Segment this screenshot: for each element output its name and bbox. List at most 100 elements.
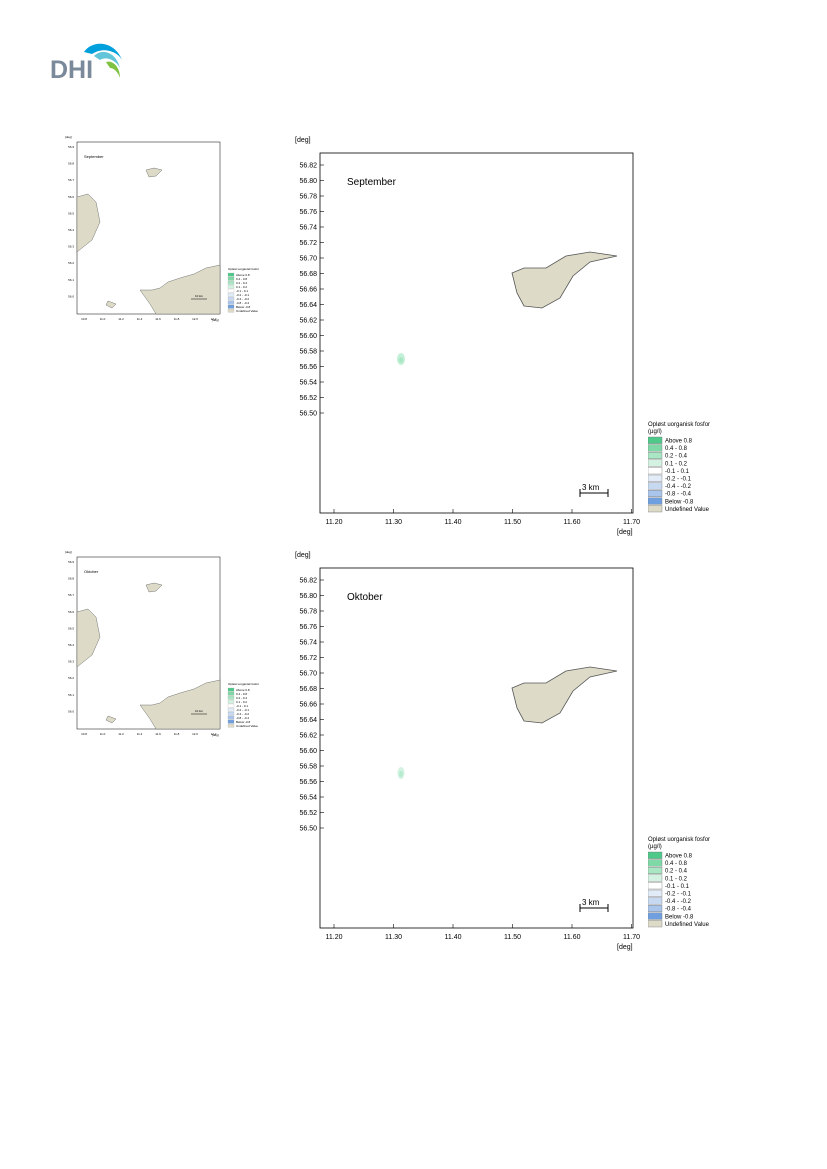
x-tick-label: 11.40: [445, 519, 462, 526]
legend-item-label: -0.4 - -0.2: [665, 899, 692, 905]
overview-legend-swatch: [227, 272, 235, 277]
x-tick-label: 11.50: [504, 934, 521, 941]
plume-core: [399, 771, 403, 777]
legend-item-label: 0.2 - 0.4: [665, 454, 688, 460]
y-tick-label: 56.54: [299, 795, 317, 802]
logo-text: DHI: [50, 56, 94, 84]
overview-x-tick-label: 10.8: [81, 317, 87, 321]
overview-x-tick-label: 11.2: [118, 317, 124, 321]
overview-month-label: September: [84, 154, 104, 159]
x-ticks: 11.20 11.30 11.40 11.50 11.60 11.70: [326, 924, 640, 941]
overview-x-ticks: 10.8 11.0 11.2 11.4 11.6 11.8 12.0 12.2: [81, 732, 217, 736]
x-tick-label: 11.20: [326, 934, 343, 941]
overview-x-tick-label: 11.6: [155, 732, 161, 736]
legend-item-label: 0.1 - 0.2: [665, 876, 688, 882]
legend-swatch: [648, 851, 663, 859]
svg-text:3 km: 3 km: [582, 898, 600, 907]
overview-legend-swatch: [227, 699, 235, 704]
scale-bar: 3 km: [579, 483, 609, 497]
overview-legend-item-label: -0.1 - 0.1: [236, 704, 248, 708]
overview-legend: Opløst uorganisk fosfor Above 0.80.4 - 0.…: [227, 267, 259, 313]
y-tick-label: 56.82: [299, 163, 317, 170]
overview-legend-swatch: [227, 288, 235, 293]
overview-legend-swatch: [227, 292, 235, 297]
map-frame: [319, 152, 634, 514]
overview-land-island: [145, 582, 163, 593]
overview-x-tick-label: 11.6: [155, 317, 161, 321]
overview-x-tick-label: 12.2: [211, 732, 217, 736]
legend-swatch: [648, 489, 663, 497]
overview-legend-title: Opløst uorganisk fosfor: [228, 267, 259, 271]
overview-legend-item-label: -0.1 - 0.1: [236, 289, 248, 293]
axis-unit-top: [deg]: [295, 552, 311, 559]
y-tick-label: 56.72: [299, 240, 317, 247]
axis-unit-top: [deg]: [295, 137, 311, 144]
overview-legend-swatch: [227, 715, 235, 720]
y-tick-label: 56.76: [299, 209, 317, 216]
overview-land-south: [139, 679, 221, 730]
overview-y-tick-label: 56.0: [68, 294, 74, 298]
overview-legend-swatch: [227, 711, 235, 716]
overview-legend-swatch: [227, 276, 235, 281]
x-tick-label: 11.20: [326, 519, 343, 526]
overview-legend-item-label: Above 0.8: [236, 688, 250, 692]
y-tick-label: 56.68: [299, 271, 317, 278]
overview-x-ticks: 10.8 11.0 11.2 11.4 11.6 11.8 12.0 12.2: [81, 317, 217, 321]
overview-land-west: [76, 193, 101, 253]
x-tick-label: 11.40: [445, 934, 462, 941]
overview-y-tick-label: 56.1: [68, 278, 74, 282]
overview-x-tick-label: 12.2: [211, 317, 217, 321]
legend-swatch: [648, 459, 663, 467]
overview-y-tick-label: 56.7: [68, 593, 74, 597]
overview-y-tick-label: 56.0: [68, 709, 74, 713]
x-tick-label: 11.60: [564, 519, 581, 526]
legend-swatch: [648, 444, 663, 452]
legend-item-label: 0.4 - 0.8: [665, 861, 688, 867]
legend-swatch: [648, 882, 663, 890]
legend-item-label: -0.2 - -0.1: [665, 477, 692, 483]
overview-land-islet: [105, 300, 117, 309]
overview-y-tick-label: 56.9: [68, 560, 74, 564]
overview-y-ticks: 56.9 56.8 56.7 56.6 56.5 56.4 56.3 56.2 56.1 56.0: [68, 145, 74, 298]
legend-swatch: [648, 912, 663, 920]
overview-y-tick-label: 56.5: [68, 211, 74, 215]
overview-legend-swatch: [227, 296, 235, 301]
overview-y-tick-label: 56.8: [68, 162, 74, 166]
y-tick-label: 56.66: [299, 702, 317, 709]
y-tick-label: 56.60: [299, 333, 317, 340]
legend-swatch: [648, 859, 663, 867]
y-tick-label: 56.56: [299, 364, 317, 371]
overview-legend-swatch: [227, 691, 235, 696]
overview-x-tick-label: 12.0: [192, 317, 198, 321]
overview-legend-item-label: 0.2 - 0.4: [236, 281, 247, 285]
y-tick-label: 56.50: [299, 826, 317, 833]
legend-item-label: 0.1 - 0.2: [665, 461, 688, 467]
overview-legend-swatch: [227, 723, 235, 728]
legend-item-label: Below -0.8: [665, 499, 694, 505]
overview-y-tick-label: 56.4: [68, 643, 74, 647]
overview-legend-item-label: -0.8 - -0.4: [236, 716, 249, 720]
overview-x-tick-label: 10.8: [81, 732, 87, 736]
legend-swatch: [648, 904, 663, 912]
x-tick-label: 11.70: [623, 934, 640, 941]
overview-legend-swatch: [227, 707, 235, 712]
overview-legend: Opløst uorganisk fosfor Above 0.80.4 - 0.…: [227, 682, 259, 728]
legend-swatch: [648, 867, 663, 875]
map-frame: [319, 567, 634, 929]
overview-legend-item-label: Below -0.8: [236, 305, 251, 309]
y-ticks: 56.82 56.80 56.78 56.76 56.74 56.72 56.70 56.68…: [299, 163, 324, 418]
overview-y-tick-label: 56.9: [68, 145, 74, 149]
svg-text:3 km: 3 km: [582, 483, 600, 492]
legend-swatch: [648, 505, 663, 513]
y-tick-label: 56.80: [299, 178, 317, 185]
y-tick-label: 56.52: [299, 395, 317, 402]
legend-swatch: [648, 920, 663, 928]
legend-swatch: [648, 436, 663, 444]
overview-legend-swatch: [227, 280, 235, 285]
y-tick-label: 56.70: [299, 671, 317, 678]
x-ticks: 11.20 11.30 11.40 11.50 11.60 11.70: [326, 509, 640, 526]
overview-legend-swatch: [227, 284, 235, 289]
overview-legend-item-label: 0.1 - 0.2: [236, 285, 247, 289]
overview-legend-swatch: [227, 304, 235, 309]
overview-legend-item-label: -0.8 - -0.4: [236, 301, 249, 305]
